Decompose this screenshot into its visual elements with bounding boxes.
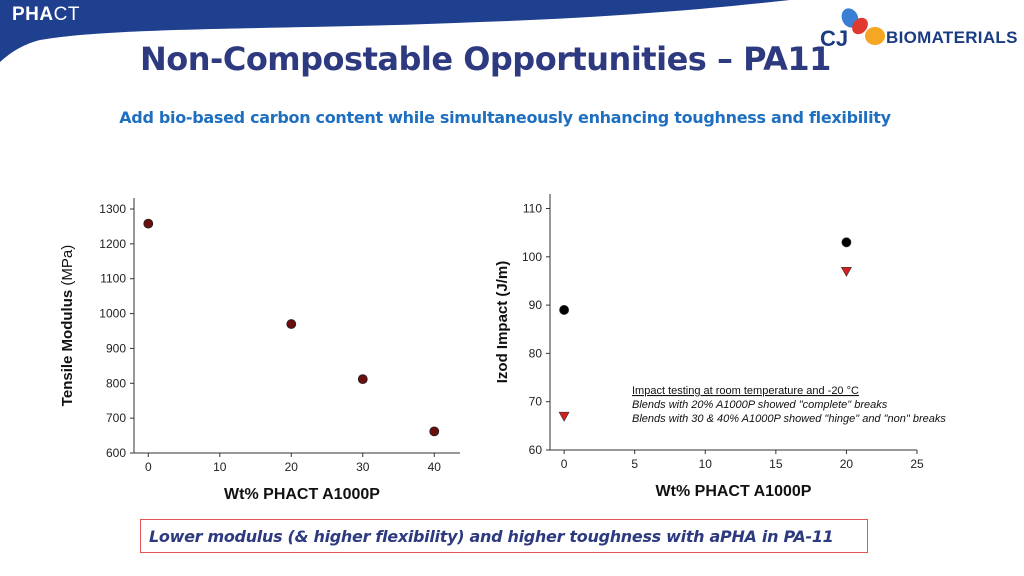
x-tick-label: 25 [910, 457, 924, 471]
x-tick-label: 15 [769, 457, 783, 471]
data-point-circle [429, 426, 440, 437]
y-axis-label: Tensile Modulus (MPa) [59, 245, 76, 406]
cj-biomaterials-logo: CJ BIOMATERIALS [820, 6, 1020, 52]
y-axis-label: Izod Impact (J/m) [494, 261, 511, 384]
logo-cj-text: CJ [820, 26, 849, 51]
x-tick-label: 5 [631, 457, 638, 471]
y-tick-label: 70 [529, 395, 543, 409]
y-tick-label: 80 [529, 346, 543, 360]
data-point-circle [559, 305, 570, 315]
logo-biomaterials-text: BIOMATERIALS [886, 28, 1018, 47]
y-tick-label: 1300 [99, 202, 126, 216]
y-tick-label: 1100 [100, 272, 126, 286]
x-tick-label: 30 [356, 460, 370, 474]
x-axis-label: Wt% PHACT A1000P [224, 486, 380, 503]
conclusion-text: Lower modulus (& higher flexibility) and… [149, 527, 834, 546]
data-point-triangle [840, 266, 852, 277]
x-axis-label: Wt% PHACT A1000P [656, 483, 812, 500]
x-tick-label: 0 [561, 457, 568, 471]
y-tick-label: 60 [529, 443, 543, 457]
y-tick-label: 110 [523, 201, 542, 215]
data-point-circle [143, 218, 154, 229]
data-point-circle [357, 374, 368, 385]
x-tick-label: 0 [145, 460, 152, 474]
chart-annotation: Impact testing at room temperature and -… [632, 385, 859, 397]
y-tick-label: 900 [106, 341, 126, 355]
x-tick-label: 10 [699, 457, 713, 471]
page-title: Non-Compostable Opportunities – PA11 [140, 40, 831, 78]
data-point-circle [286, 319, 297, 329]
x-tick-label: 20 [285, 460, 299, 474]
data-point-triangle [558, 411, 570, 422]
x-tick-label: 40 [428, 460, 442, 474]
y-tick-label: 90 [529, 298, 543, 312]
chart-annotation: Blends with 30 & 40% A1000P showed "hing… [632, 413, 946, 425]
chart-annotation: Blends with 20% A1000P showed "complete"… [632, 399, 888, 411]
logo-petals-icon [841, 8, 885, 45]
tensile-modulus-chart: 600 700 800 900 1000 1100 1200 1300 0 10 20 30 40 Wt%… [59, 198, 460, 503]
x-tick-label: 20 [840, 457, 854, 471]
y-tick-label: 1200 [99, 237, 126, 251]
header-banner [0, 0, 790, 62]
banner-swoosh [0, 0, 790, 62]
y-tick-label: 1000 [99, 307, 126, 321]
y-tick-label: 700 [106, 411, 126, 425]
y-tick-label: 600 [106, 446, 126, 460]
y-tick-label: 800 [106, 376, 126, 390]
conclusion-callout: Lower modulus (& higher flexibility) and… [140, 519, 868, 553]
x-tick-label: 10 [213, 460, 227, 474]
izod-impact-chart: 60 70 80 90 100 110 0 5 10 15 20 25 Wt% PHACT A1000P… [494, 194, 946, 500]
data-point-circle [841, 237, 852, 248]
page-subtitle: Add bio-based carbon content while simul… [119, 108, 891, 127]
phact-brand: PHACT [12, 4, 80, 25]
y-tick-label: 100 [522, 250, 542, 264]
